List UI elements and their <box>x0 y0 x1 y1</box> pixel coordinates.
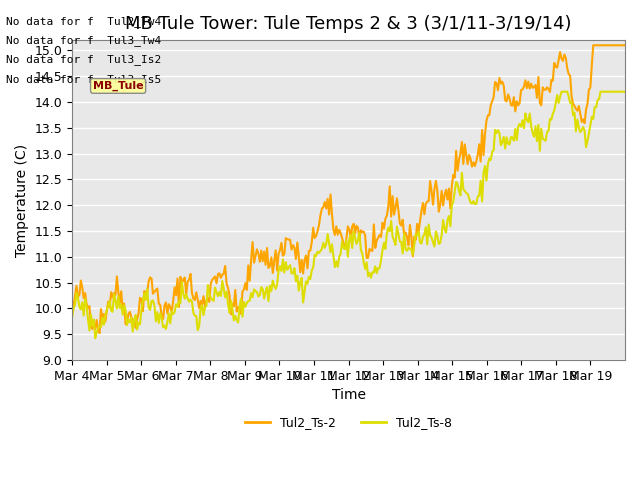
Text: No data for f  Tul2_Tw4: No data for f Tul2_Tw4 <box>6 16 162 27</box>
Tul2_Ts-8 <box>557 89 565 95</box>
X-axis label: Time: Time <box>332 388 365 402</box>
Tul2_Ts-8 <box>464 191 472 197</box>
Tul2_Ts-2 <box>68 302 76 308</box>
Tul2_Ts-8 <box>620 89 627 95</box>
Tul2_Ts-8 <box>106 298 113 304</box>
Tul2_Ts-8 <box>68 314 76 320</box>
Tul2_Ts-2 <box>464 161 472 167</box>
Title: MB Tule Tower: Tule Temps 2 & 3 (3/1/11-3/19/14): MB Tule Tower: Tule Temps 2 & 3 (3/1/11-… <box>125 15 572 33</box>
Tul2_Ts-2 <box>620 42 627 48</box>
Tul2_Ts-2 <box>546 89 554 95</box>
Tul2_Ts-8 <box>87 312 95 317</box>
Tul2_Ts-8 <box>92 336 99 341</box>
Text: No data for f  Tul3_Is2: No data for f Tul3_Is2 <box>6 54 162 65</box>
Tul2_Ts-2 <box>106 304 113 310</box>
Tul2_Ts-2 <box>96 330 104 336</box>
Text: No data for f  Tul3_Is5: No data for f Tul3_Is5 <box>6 73 162 84</box>
Tul2_Ts-2 <box>87 324 95 330</box>
Tul2_Ts-8 <box>621 89 629 95</box>
Text: MB_Tule: MB_Tule <box>93 81 143 91</box>
Tul2_Ts-8 <box>546 116 554 122</box>
Legend: Tul2_Ts-2, Tul2_Ts-8: Tul2_Ts-2, Tul2_Ts-8 <box>240 411 457 434</box>
Line: Tul2_Ts-8: Tul2_Ts-8 <box>72 92 625 338</box>
Tul2_Ts-8 <box>354 237 362 243</box>
Y-axis label: Temperature (C): Temperature (C) <box>15 144 29 257</box>
Text: No data for f  Tul3_Tw4: No data for f Tul3_Tw4 <box>6 35 162 46</box>
Tul2_Ts-2 <box>621 42 629 48</box>
Line: Tul2_Ts-2: Tul2_Ts-2 <box>72 45 625 333</box>
Tul2_Ts-2 <box>354 225 362 230</box>
Tul2_Ts-2 <box>589 42 597 48</box>
